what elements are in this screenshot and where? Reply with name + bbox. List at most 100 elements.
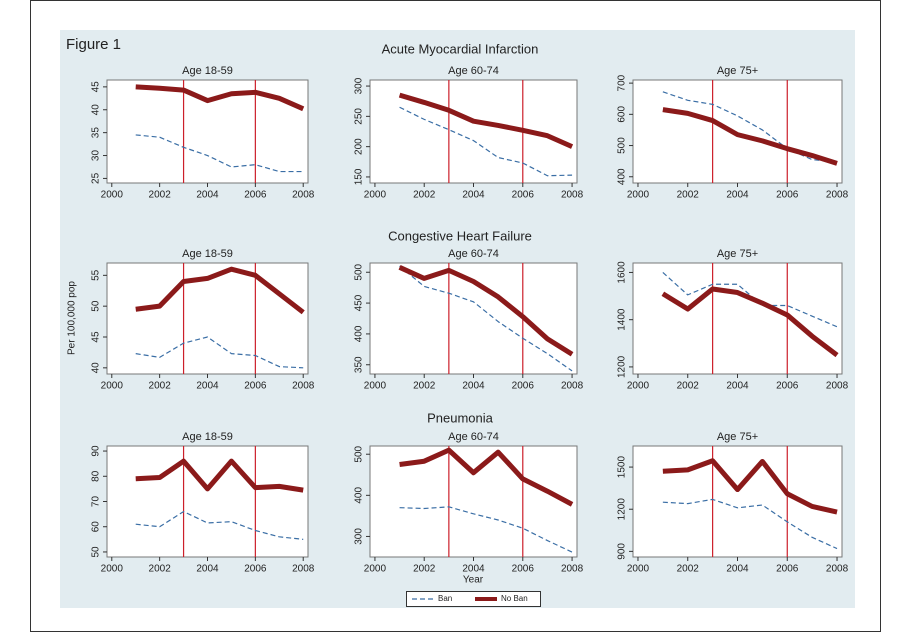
figure-title: Figure 1 (66, 36, 121, 53)
row-title: Acute Myocardial Infarction (382, 41, 539, 56)
y-tick-label: 1400 (617, 308, 628, 331)
series-line (135, 458, 304, 493)
x-tick-label: 2004 (462, 564, 485, 575)
x-tick-label: 2006 (776, 381, 799, 392)
legend-box (406, 591, 541, 607)
x-axis-label: Year (463, 575, 484, 586)
series-line (399, 447, 574, 507)
y-tick-label: 300 (354, 528, 365, 545)
series-line (662, 458, 838, 515)
row-title: Pneumonia (427, 410, 494, 425)
series-line (135, 510, 304, 540)
series-line (661, 286, 839, 358)
y-tick-label: 25 (91, 172, 102, 184)
series-line (398, 92, 574, 149)
plot-area (632, 262, 843, 375)
x-tick-label: 2004 (726, 564, 749, 575)
y-tick-label: 900 (617, 543, 628, 560)
x-tick-label: 2000 (364, 190, 387, 201)
series-line (399, 506, 573, 553)
plot-area (632, 445, 843, 558)
x-tick-label: 2002 (413, 190, 436, 201)
x-tick-label: 2000 (364, 381, 387, 392)
x-tick-label: 2000 (101, 190, 124, 201)
x-tick-label: 2002 (149, 564, 172, 575)
x-tick-label: 2002 (677, 381, 700, 392)
y-tick-label: 1200 (617, 498, 628, 521)
x-tick-label: 2006 (512, 190, 535, 201)
y-tick-label: 1600 (617, 261, 628, 284)
x-tick-label: 2006 (244, 190, 267, 201)
y-tick-label: 30 (91, 150, 102, 162)
series-line (135, 134, 304, 173)
y-tick-label: 45 (91, 331, 102, 343)
y-tick-label: 400 (354, 487, 365, 504)
x-tick-label: 2004 (462, 381, 485, 392)
x-tick-label: 2006 (512, 381, 535, 392)
y-tick-label: 50 (91, 300, 102, 312)
y-tick-label: 40 (91, 362, 102, 374)
series-line (662, 107, 838, 166)
x-tick-label: 2004 (196, 381, 219, 392)
series-line (135, 266, 305, 315)
y-tick-label: 700 (617, 74, 628, 91)
panel-title: Age 18-59 (182, 248, 233, 260)
y-tick-label: 50 (91, 546, 102, 558)
series-line (662, 498, 838, 550)
panel-title: Age 60-74 (448, 431, 499, 443)
panel-title: Age 60-74 (448, 248, 499, 260)
x-tick-label: 2000 (627, 190, 650, 201)
series-line (135, 336, 304, 369)
x-tick-label: 2008 (561, 190, 584, 201)
x-tick-label: 2004 (196, 190, 219, 201)
series-line (399, 265, 573, 372)
x-tick-label: 2008 (292, 190, 315, 201)
series-line (398, 265, 574, 357)
y-tick-label: 40 (91, 104, 102, 116)
x-tick-label: 2000 (627, 381, 650, 392)
y-tick-label: 300 (354, 77, 365, 94)
x-tick-label: 2002 (149, 381, 172, 392)
y-tick-label: 80 (91, 470, 102, 482)
x-tick-label: 2008 (561, 564, 584, 575)
y-tick-label: 45 (91, 81, 102, 93)
x-tick-label: 2000 (364, 564, 387, 575)
y-tick-label: 90 (91, 445, 102, 457)
legend-label: No Ban (501, 594, 528, 603)
panel-title: Age 75+ (717, 248, 758, 260)
x-tick-label: 2006 (776, 564, 799, 575)
y-tick-label: 600 (617, 106, 628, 123)
plot-area (632, 79, 843, 184)
x-tick-label: 2004 (462, 190, 485, 201)
y-tick-label: 200 (354, 138, 365, 155)
y-tick-label: 1200 (617, 355, 628, 378)
x-tick-label: 2008 (292, 381, 315, 392)
x-tick-label: 2004 (196, 564, 219, 575)
panel-title: Age 60-74 (448, 65, 499, 77)
x-tick-label: 2000 (101, 564, 124, 575)
x-tick-label: 2008 (561, 381, 584, 392)
y-tick-label: 400 (617, 168, 628, 185)
y-tick-label: 400 (354, 325, 365, 342)
y-tick-label: 350 (354, 356, 365, 373)
series-line (135, 84, 305, 112)
y-tick-label: 500 (617, 137, 628, 154)
legend-label: Ban (438, 594, 452, 603)
x-tick-label: 2008 (826, 564, 849, 575)
x-tick-label: 2002 (149, 190, 172, 201)
x-tick-label: 2004 (726, 381, 749, 392)
x-tick-label: 2000 (627, 564, 650, 575)
x-tick-label: 2006 (244, 564, 267, 575)
y-tick-label: 150 (354, 168, 365, 185)
series-line (662, 91, 838, 163)
x-tick-label: 2008 (826, 381, 849, 392)
y-tick-label: 500 (354, 445, 365, 462)
x-tick-label: 2006 (776, 190, 799, 201)
panel-title: Age 75+ (717, 65, 758, 77)
y-tick-label: 70 (91, 496, 102, 508)
y-tick-label: 500 (354, 263, 365, 280)
y-tick-label: 1500 (617, 456, 628, 479)
panel-title: Age 18-59 (182, 65, 233, 77)
